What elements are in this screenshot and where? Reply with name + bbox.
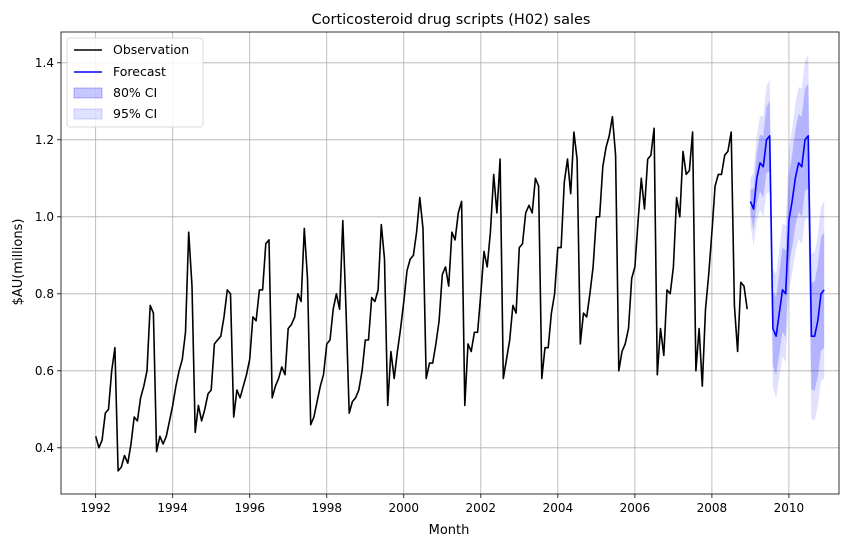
x-axis-label: Month [429, 523, 470, 538]
x-tick-label: 2008 [697, 501, 728, 515]
y-tick-label: 0.4 [35, 441, 54, 455]
legend-label-ci95: 95% CI [113, 106, 157, 121]
y-tick-label: 0.6 [35, 364, 54, 378]
ci-bands [750, 54, 825, 421]
y-tick-label: 0.8 [35, 287, 54, 301]
x-tick-label: 1992 [80, 501, 111, 515]
x-tick-label: 2010 [774, 501, 805, 515]
y-axis-label: $AU(millions) [11, 219, 26, 306]
series-lines [94, 115, 825, 472]
plot-frame [60, 31, 840, 495]
x-tick-label: 2006 [620, 501, 651, 515]
x-tick-label: 2004 [543, 501, 574, 515]
legend-box [66, 37, 204, 128]
x-tick-label: 2002 [466, 501, 497, 515]
y-tick-label: 1.4 [35, 56, 54, 70]
x-tick-label: 1998 [311, 501, 342, 515]
x-tick-label: 2000 [389, 501, 420, 515]
y-tick-label: 1.0 [35, 210, 54, 224]
x-tick-label: 1996 [234, 501, 265, 515]
ci95-band [750, 54, 825, 421]
legend: Observation Forecast 80% CI 95% CI [66, 37, 204, 128]
axes: 1992 1994 1996 1998 2000 2002 2004 2006 2008 2010… [35, 31, 840, 515]
observation-line [94, 115, 748, 472]
chart-title: Corticosteroid drug scripts (H02) sales [312, 12, 591, 28]
legend-swatch-ci95 [73, 108, 103, 120]
y-tick-label: 1.2 [35, 133, 54, 147]
forecast-line [749, 135, 825, 338]
legend-swatch-ci80 [73, 87, 103, 99]
x-tick-label: 1994 [157, 501, 188, 515]
legend-label-forecast: Forecast [113, 64, 166, 79]
legend-label-observation: Observation [113, 42, 189, 57]
ci80-band [750, 83, 825, 391]
legend-label-ci80: 80% CI [113, 85, 157, 100]
